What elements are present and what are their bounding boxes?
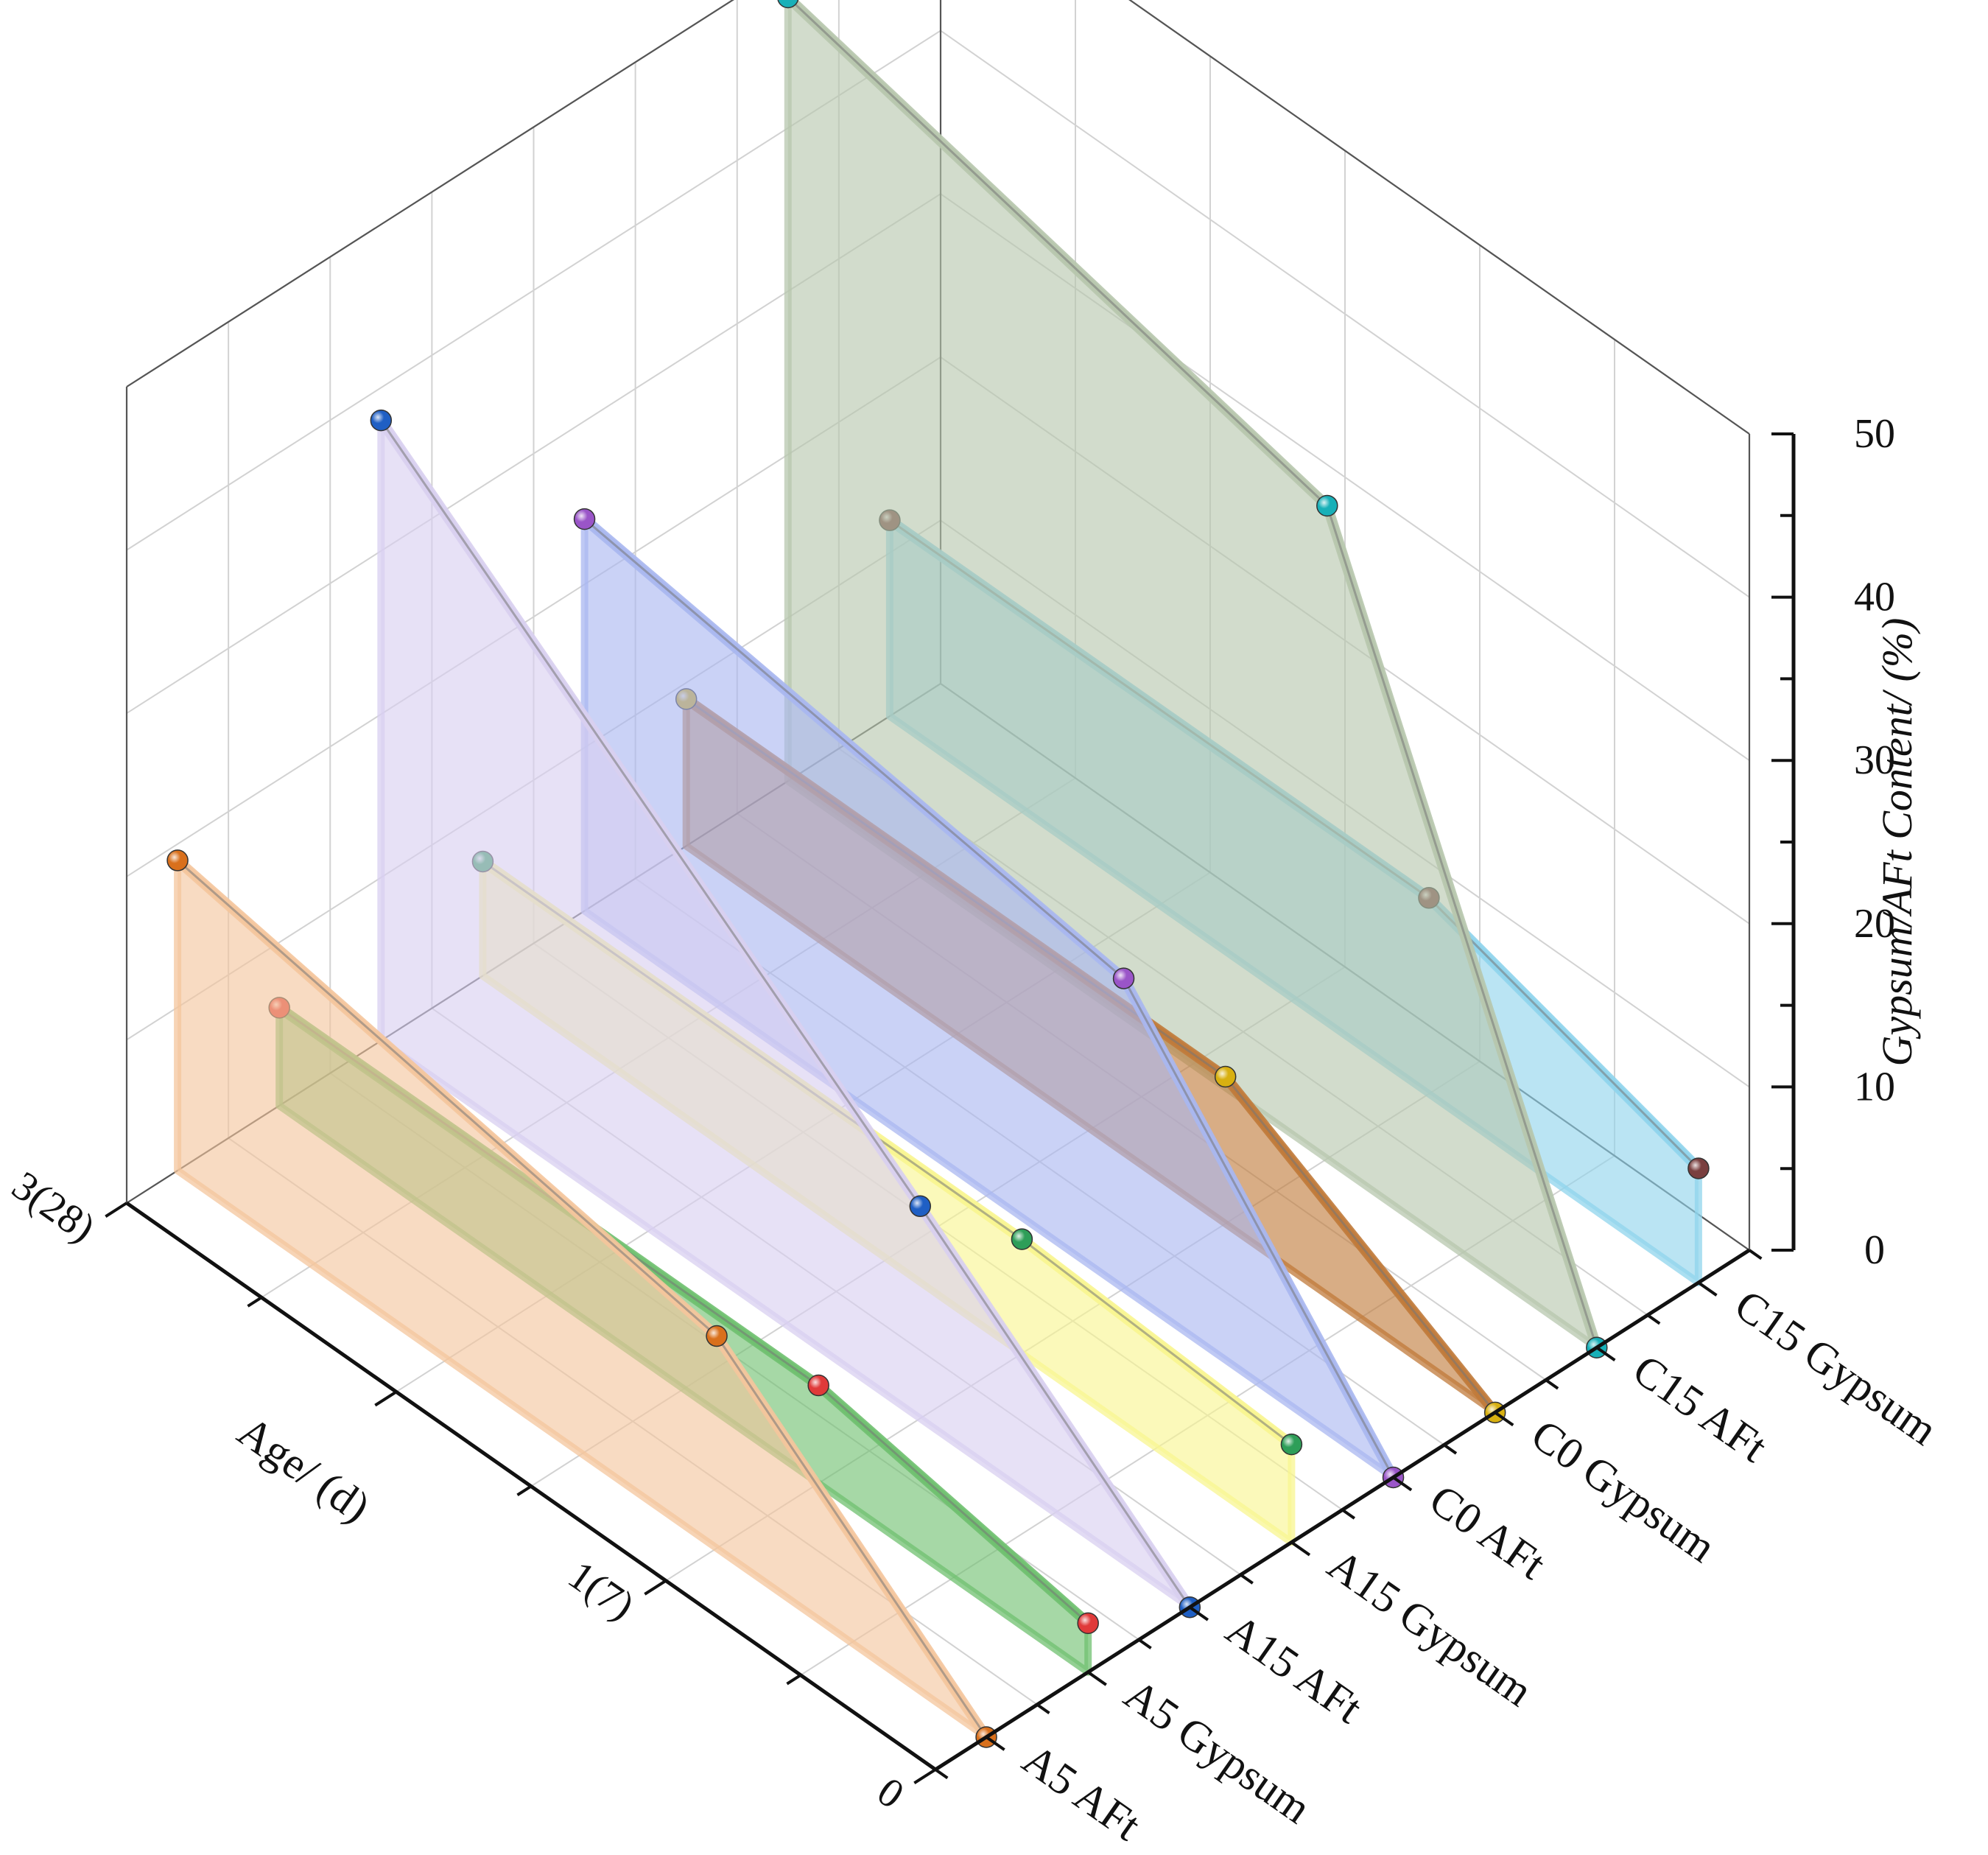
series-axis-label: C0 AFt bbox=[1421, 1475, 1555, 1589]
grid-line bbox=[940, 29, 1750, 598]
data-point bbox=[909, 1195, 932, 1218]
series-axis-label: A15 AFt bbox=[1218, 1605, 1371, 1733]
series-tick bbox=[1392, 1476, 1413, 1492]
z-tick-label: 0 bbox=[1864, 1227, 1885, 1273]
age-axis-title: Age/ (d) bbox=[229, 1406, 379, 1532]
series-tick bbox=[1494, 1411, 1514, 1427]
data-point bbox=[1011, 1228, 1033, 1250]
age-tick bbox=[247, 1296, 263, 1308]
z-tick-label: 20 bbox=[1854, 901, 1895, 947]
age-tick bbox=[105, 1202, 128, 1218]
data-point bbox=[573, 508, 596, 530]
series-tick bbox=[1036, 1703, 1050, 1714]
age-tick bbox=[786, 1674, 802, 1686]
z-tick-label: 10 bbox=[1854, 1064, 1895, 1109]
data-point bbox=[1077, 1612, 1099, 1635]
series-tick bbox=[1290, 1540, 1311, 1557]
data-point bbox=[706, 1325, 728, 1347]
series-tick bbox=[1443, 1443, 1458, 1455]
series-tick bbox=[1595, 1346, 1616, 1362]
data-point bbox=[807, 1374, 829, 1397]
age-tick bbox=[913, 1768, 937, 1784]
series-tick bbox=[1748, 1249, 1763, 1260]
age-tick bbox=[374, 1390, 398, 1407]
age-tick bbox=[516, 1484, 533, 1497]
frame-edge bbox=[1128, 0, 1750, 435]
frame-edge bbox=[126, 0, 734, 388]
data-point bbox=[1687, 1157, 1710, 1179]
z-tick-label: 40 bbox=[1854, 575, 1895, 620]
age-tick bbox=[644, 1579, 667, 1596]
data-point bbox=[1280, 1433, 1303, 1456]
series-a15-aft bbox=[370, 409, 1201, 1619]
series-tick bbox=[1341, 1508, 1356, 1520]
data-point bbox=[1112, 967, 1135, 989]
series-tick bbox=[1545, 1378, 1559, 1390]
data-point bbox=[370, 409, 393, 432]
z-tick-label: 50 bbox=[1854, 411, 1895, 457]
data-point bbox=[1316, 494, 1338, 517]
data-point bbox=[777, 0, 799, 9]
data-point bbox=[1214, 1065, 1237, 1088]
series-tick bbox=[1087, 1671, 1107, 1686]
age-tick-label: 0 bbox=[869, 1769, 913, 1818]
series-a5-aft bbox=[166, 849, 997, 1748]
series-axis-label: C15 AFt bbox=[1624, 1345, 1776, 1472]
series-c15-aft bbox=[777, 0, 1608, 1358]
series-tick bbox=[1240, 1573, 1254, 1585]
series-tick bbox=[934, 1768, 949, 1780]
series-tick bbox=[1646, 1314, 1661, 1325]
series-tick bbox=[1138, 1638, 1152, 1649]
age-tick-label: 1(7) bbox=[560, 1552, 642, 1629]
series-tick bbox=[1189, 1606, 1209, 1621]
z-tick-label: 30 bbox=[1854, 737, 1895, 783]
series-tick bbox=[1697, 1281, 1718, 1297]
age-tick-label: 3(28) bbox=[4, 1163, 103, 1251]
series-tick bbox=[985, 1736, 1005, 1751]
series-axis-label: A5 AFt bbox=[1014, 1735, 1150, 1851]
series-areas bbox=[166, 0, 1710, 1748]
z-axis-title: Gypsum/AFt Content/ (%) bbox=[1873, 618, 1921, 1067]
data-point bbox=[166, 849, 189, 872]
